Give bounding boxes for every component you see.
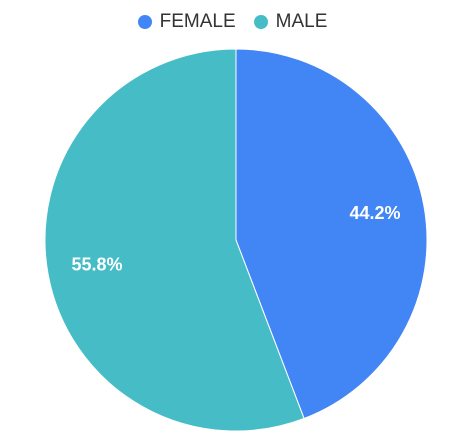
legend-item-male[interactable]: MALE [253, 11, 328, 33]
legend-swatch-male [253, 15, 268, 29]
legend-swatch-female [137, 15, 152, 29]
chart-legend: FEMALE MALE [0, 8, 465, 36]
pie-slice-female[interactable] [235, 48, 428, 420]
legend-label-female: FEMALE [159, 11, 236, 32]
legend-label-male: MALE [275, 11, 328, 32]
legend-item-female[interactable]: FEMALE [137, 11, 236, 33]
pie-slice-male[interactable] [44, 48, 305, 432]
slice-label-male: 55.8% [71, 254, 122, 274]
slice-label-female: 44.2% [349, 203, 400, 223]
